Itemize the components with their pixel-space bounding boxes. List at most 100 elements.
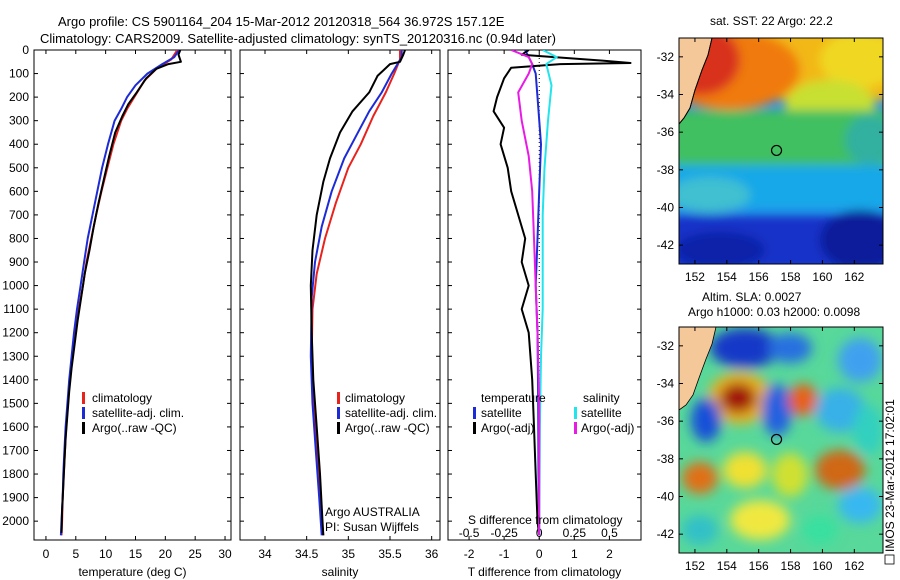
legend-label-climatology: climatology (92, 391, 152, 405)
legend-swatch-s-argo (574, 422, 577, 434)
x-tick-label: 1 (571, 547, 578, 561)
float-position-marker (770, 433, 783, 446)
y-tick-label: 0 (22, 43, 29, 57)
map-y-tick-label: -34 (657, 88, 675, 102)
x-tick-label: 10 (99, 547, 113, 561)
difference-profile-panel: -2 -1 0 1 2-0.5 -0.25 0 0.25 0.5T difference fro… (447, 49, 642, 579)
y-tick-label: 500 (9, 161, 29, 175)
legend-swatch-argo (82, 422, 85, 434)
legend-label-argo: Argo(..raw -QC) (92, 421, 177, 435)
series-group (492, 50, 632, 536)
imos-logo-icon (884, 554, 895, 565)
y-tick-label: 1700 (2, 443, 29, 457)
y-tick-label: 1900 (2, 491, 29, 505)
y-tick-label: 1200 (2, 326, 29, 340)
map-x-tick-label: 158 (781, 270, 801, 284)
y-tick-label: 1100 (3, 302, 29, 316)
s-tick-label: 0.5 (601, 526, 618, 540)
legend-label-s-argo: Argo(-adj) (581, 421, 634, 435)
y-tick-label: 1400 (2, 373, 29, 387)
map-x-tick-label: 158 (781, 559, 801, 573)
legend-swatch-t-satellite (473, 407, 476, 419)
legend-label-satellite: satellite-adj. clim. (92, 406, 184, 420)
imos-credit-text: IMOS 23-Mar-2012 17:02:01 (883, 399, 897, 552)
legend-swatch-t-argo (473, 422, 476, 434)
y-tick-label: 1800 (2, 467, 29, 481)
x-tick-label: 0 (536, 547, 543, 561)
sst-map-axes: 152 154 156 158 160 162 -32 -34 -36 -38 -40 -42 (657, 38, 883, 284)
legend-label-t-satellite: satellite (481, 406, 522, 420)
map-y-tick-label: -36 (657, 414, 675, 428)
y-tick-label: 700 (9, 208, 29, 222)
plot-frame (447, 49, 642, 541)
temperature-profile-panel: 0100200300400500600700800900100011001200… (2, 43, 232, 579)
map-y-tick-label: -40 (657, 490, 675, 504)
legend-label-satellite: satellite-adj. clim. (345, 406, 437, 420)
map-x-tick-label: 152 (685, 270, 705, 284)
map-y-tick-label: -32 (657, 50, 675, 64)
map-y-tick-label: -42 (657, 238, 675, 252)
map-x-tick-label: 152 (685, 559, 705, 573)
difference-legend: temperature salinity satellite Argo(-adj… (468, 391, 634, 527)
map-x-tick-label: 154 (717, 559, 737, 573)
temperature-legend: climatology satellite-adj. clim. Argo(..… (82, 391, 184, 435)
y-tick-label: 2000 (2, 514, 29, 528)
series-line-argo-raw-qc- (309, 50, 406, 536)
figure-title-line1: Argo profile: CS 5901164_204 15-Mar-2012… (58, 14, 505, 29)
sla-map-panel: Altim. SLA: 0.0027 Argo h1000: 0.03 h200… (657, 290, 884, 573)
series-line-s-satellite (538, 50, 558, 536)
sst-map-panel: sat. SST: 22 Argo: 22.2 152 154 156 158 16 (657, 14, 884, 284)
legend-swatch-climatology (337, 392, 340, 404)
legend-label-argo: Argo(..raw -QC) (345, 421, 430, 435)
s-tick-label: 0.25 (563, 526, 587, 540)
map-y-tick-label: -36 (657, 125, 675, 139)
map-y-tick-label: -38 (657, 163, 675, 177)
x-tick-label: 2 (606, 547, 613, 561)
sla-map-title-line2: Argo h1000: 0.03 h2000: 0.0098 (688, 305, 860, 319)
y-tick-label: 1000 (2, 279, 29, 293)
legend-label-s-satellite: satellite (581, 406, 622, 420)
legend-title-salinity: salinity (583, 391, 620, 405)
y-tick-label: 600 (9, 184, 29, 198)
y-tick-label: 900 (9, 255, 29, 269)
plot-frame (33, 49, 232, 541)
x-tick-label: -2 (464, 547, 475, 561)
map-x-tick-label: 162 (844, 270, 864, 284)
x-tick-label: 5 (72, 547, 79, 561)
y-tick-label: 100 (9, 67, 29, 81)
x-tick-label: 20 (159, 547, 173, 561)
map-y-tick-label: -40 (657, 201, 675, 215)
salinity-profile-panel: 34 34.5 35 35.5 36 salinity (239, 49, 441, 579)
map-x-tick-label: 154 (717, 270, 737, 284)
y-tick-label: 400 (9, 137, 29, 151)
map-x-tick-label: 160 (812, 270, 832, 284)
series-line-argo-raw-qc- (60, 50, 182, 533)
s-difference-axis-label: S difference from climatology (468, 513, 623, 527)
map-y-tick-label: -38 (657, 452, 675, 466)
map-x-tick-label: 160 (812, 559, 832, 573)
y-tick-label: 1300 (2, 349, 29, 363)
x-tick-label: 34.5 (295, 547, 319, 561)
map-x-tick-label: 156 (749, 270, 769, 284)
figure-title-line2: Climatology: CARS2009. Satellite-adjuste… (40, 31, 556, 46)
x-axis-label: salinity (322, 565, 359, 579)
legend-swatch-s-satellite (574, 407, 577, 419)
legend-swatch-argo (337, 422, 340, 434)
series-group (59, 50, 182, 536)
x-tick-label: 0 (43, 547, 50, 561)
sst-map-title: sat. SST: 22 Argo: 22.2 (710, 14, 833, 28)
x-tick-label: 36 (425, 547, 439, 561)
sst-map-frame (678, 37, 884, 265)
y-tick-label: 1500 (2, 396, 29, 410)
s-tick-label: -0.25 (490, 526, 518, 540)
s-tick-label: -0.5 (459, 526, 480, 540)
coastline-land (679, 327, 717, 411)
x-tick-label: 35 (342, 547, 356, 561)
series-line-t-argo-adj- (492, 50, 632, 536)
sla-map-title-line1: Altim. SLA: 0.0027 (702, 290, 802, 304)
map-x-tick-label: 162 (844, 559, 864, 573)
y-tick-label: 800 (9, 231, 29, 245)
y-tick-label: 300 (9, 114, 29, 128)
x-tick-label: 34 (258, 547, 272, 561)
